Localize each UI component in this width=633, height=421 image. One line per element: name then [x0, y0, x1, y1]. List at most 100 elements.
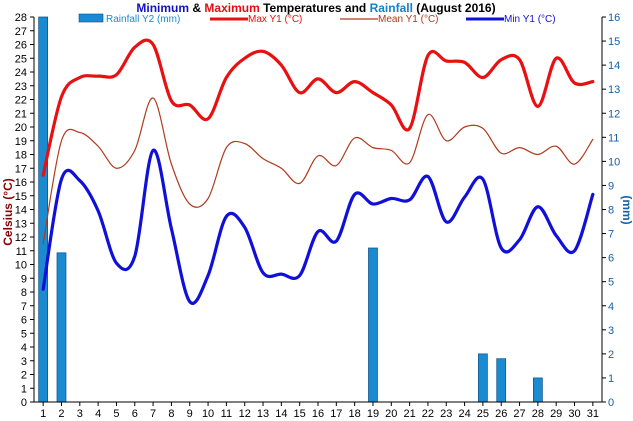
y-left-tick-label: 9: [21, 273, 27, 285]
y-axis-left-title: Celsius (°C): [1, 178, 15, 245]
y-right-tick-label: 7: [608, 229, 614, 241]
legend-label: Rainfall Y2 (mm): [106, 14, 180, 25]
x-tick-label: 27: [513, 408, 525, 420]
rainfall-bar: [478, 354, 487, 402]
y-right-tick-label: 10: [608, 156, 620, 168]
y-left-tick-label: 26: [15, 40, 27, 52]
y-left-tick-label: 3: [21, 356, 27, 368]
legend-label: Min Y1 (°C): [504, 14, 556, 25]
y-right-tick-label: 11: [608, 132, 619, 144]
y-right-tick-label: 0: [608, 397, 614, 409]
legend-swatch-rainfall: [79, 14, 103, 22]
y-left-tick-label: 16: [15, 177, 27, 189]
y-left-tick-label: 15: [15, 191, 27, 203]
x-tick-label: 14: [275, 408, 287, 420]
x-tick-label: 1: [40, 408, 46, 420]
y-left-tick-label: 1: [21, 383, 27, 395]
y-left-tick-label: 5: [21, 328, 27, 340]
x-tick-label: 24: [458, 408, 470, 420]
rainfall-bar: [39, 17, 48, 402]
x-tick-label: 8: [168, 408, 174, 420]
y-right-tick-label: 2: [608, 349, 614, 361]
x-tick-label: 4: [95, 408, 101, 420]
y-right-tick-label: 6: [608, 253, 614, 265]
x-tick-label: 29: [550, 408, 562, 420]
chart-title: Minimum & Maximum Temperatures and Rainf…: [136, 1, 495, 15]
y-right-tick-label: 14: [608, 60, 620, 72]
x-tick-label: 10: [202, 408, 214, 420]
x-tick-label: 23: [440, 408, 452, 420]
x-tick-label: 19: [367, 408, 379, 420]
rainfall-bar: [497, 359, 506, 402]
y-left-tick-label: 6: [21, 315, 27, 327]
x-tick-label: 12: [239, 408, 251, 420]
x-tick-label: 28: [532, 408, 544, 420]
x-tick-label: 22: [422, 408, 434, 420]
y-axis-right-title: (mm): [620, 195, 633, 224]
y-left-tick-label: 19: [15, 136, 27, 148]
y-right-tick-label: 15: [608, 36, 620, 48]
y-right-tick-label: 9: [608, 180, 614, 192]
y-left-tick-label: 17: [15, 163, 27, 175]
x-tick-label: 11: [221, 408, 232, 420]
chart-background: [0, 0, 633, 421]
y-left-tick-label: 13: [15, 218, 27, 230]
chart-title-part: &: [189, 1, 204, 15]
rainfall-bar: [533, 378, 542, 402]
chart-title-part: Maximum: [204, 1, 259, 15]
chart-title-part: Temperatures and: [260, 1, 370, 15]
y-left-tick-label: 14: [15, 205, 27, 217]
x-tick-label: 13: [257, 408, 269, 420]
x-tick-label: 9: [187, 408, 193, 420]
y-left-tick-label: 12: [15, 232, 27, 244]
x-tick-label: 15: [294, 408, 306, 420]
y-right-tick-label: 3: [608, 325, 614, 337]
y-left-tick-label: 4: [21, 342, 27, 354]
y-left-tick-label: 0: [21, 397, 27, 409]
x-tick-label: 16: [312, 408, 324, 420]
x-tick-label: 31: [587, 408, 599, 420]
x-tick-label: 26: [495, 408, 507, 420]
y-right-tick-label: 1: [608, 373, 614, 385]
y-left-tick-label: 23: [15, 81, 27, 93]
x-tick-label: 7: [150, 408, 156, 420]
chart-title-part: (August 2016): [413, 1, 496, 15]
x-tick-label: 30: [568, 408, 580, 420]
chart-title-part: Minimum: [136, 1, 189, 15]
y-left-tick-label: 27: [15, 26, 27, 38]
legend-label: Mean Y1 (°C): [378, 14, 439, 25]
y-right-tick-label: 8: [608, 205, 614, 217]
y-right-tick-label: 5: [608, 277, 614, 289]
x-tick-label: 21: [403, 408, 415, 420]
x-tick-label: 17: [330, 408, 342, 420]
y-left-tick-label: 24: [15, 67, 27, 79]
x-tick-label: 25: [477, 408, 489, 420]
y-right-tick-label: 13: [608, 84, 620, 96]
y-left-tick-label: 8: [21, 287, 27, 299]
y-left-tick-label: 10: [15, 260, 27, 272]
x-tick-label: 18: [349, 408, 361, 420]
y-right-tick-label: 12: [608, 108, 620, 120]
rainfall-bar: [57, 253, 66, 402]
y-left-tick-label: 25: [15, 53, 27, 65]
chart-title-part: Rainfall: [370, 1, 413, 15]
x-tick-label: 5: [113, 408, 119, 420]
x-tick-label: 2: [58, 408, 64, 420]
y-left-tick-label: 28: [15, 12, 27, 24]
rainfall-bar: [368, 248, 377, 402]
x-tick-label: 6: [132, 408, 138, 420]
y-left-tick-label: 7: [21, 301, 27, 313]
legend-label: Max Y1 (°C): [248, 14, 302, 25]
y-left-tick-label: 21: [15, 108, 27, 120]
y-left-tick-label: 18: [15, 150, 27, 162]
y-left-tick-label: 11: [16, 246, 27, 258]
y-left-tick-label: 20: [15, 122, 27, 134]
y-right-tick-label: 16: [608, 12, 620, 24]
y-right-tick-label: 4: [608, 301, 614, 313]
x-tick-label: 20: [385, 408, 397, 420]
y-left-tick-label: 22: [15, 95, 27, 107]
weather-chart: Minimum & Maximum Temperatures and Rainf…: [0, 0, 633, 421]
chart-title-text: Minimum & Maximum Temperatures and Rainf…: [136, 1, 495, 15]
x-tick-label: 3: [77, 408, 83, 420]
y-left-tick-label: 2: [21, 370, 27, 382]
